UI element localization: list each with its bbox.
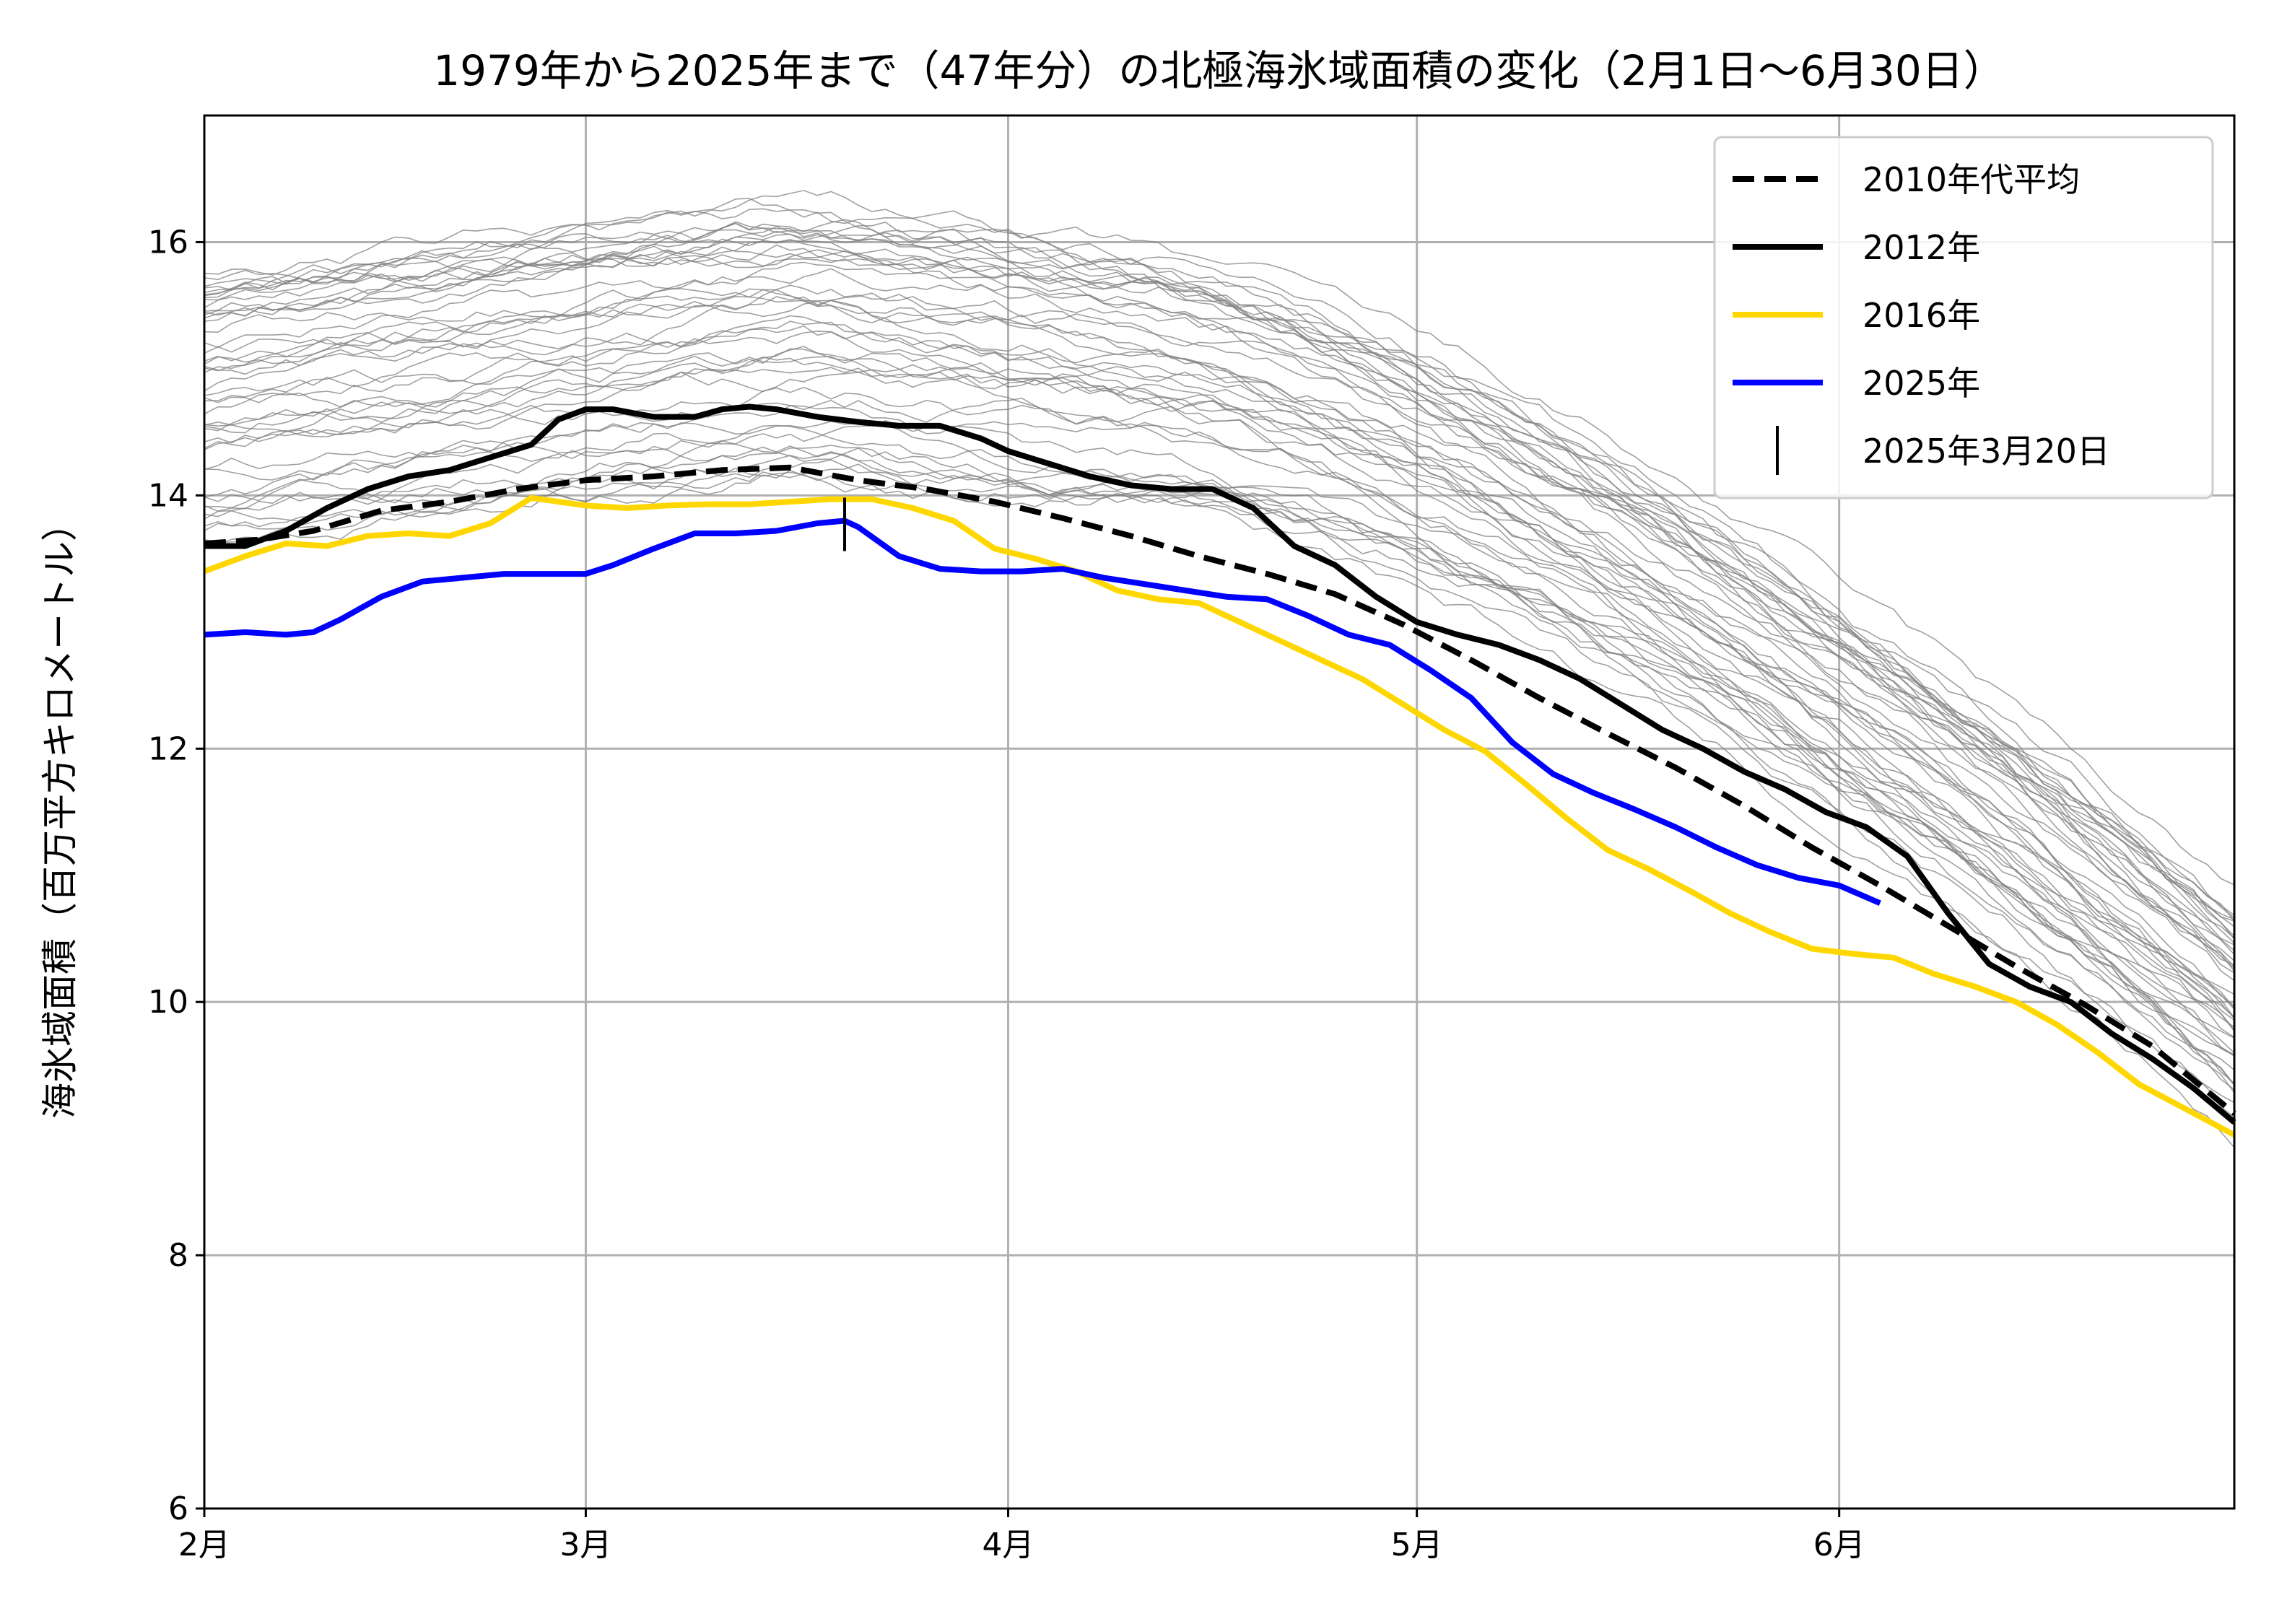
background-year-line (204, 463, 2235, 1091)
background-year-line (204, 386, 2235, 1039)
y-tick-label: 10 (148, 984, 188, 1021)
background-year-line (204, 244, 2235, 974)
y-axis-label: 海氷域面積（百万平方キロメートル） (39, 505, 81, 1119)
legend-label: 2025年 (1863, 364, 1980, 403)
series-line-2025年 (204, 518, 1881, 906)
chart-title: 1979年から2025年まで（47年分）の北極海氷域面積の変化（2月1日〜6月3… (433, 46, 2005, 95)
series-line-2012年 (204, 403, 2236, 1125)
background-year-line (204, 440, 2235, 1118)
background-year-line (204, 296, 2235, 982)
legend-label: 2016年 (1863, 296, 1980, 335)
background-year-line (204, 445, 2235, 1086)
x-tick-label: 4月 (982, 1527, 1034, 1563)
background-year-line (204, 227, 2235, 943)
background-year-line (204, 356, 2235, 1019)
background-year-line (204, 325, 2235, 1028)
series-line-2016年 (203, 494, 2236, 1138)
background-year-line (204, 467, 2235, 1057)
y-tick-label: 14 (148, 477, 188, 514)
legend-label: 2025年3月20日 (1863, 432, 2110, 471)
background-year-line (204, 331, 2235, 1021)
x-tick-label: 6月 (1813, 1527, 1865, 1563)
legend-box (1713, 136, 2214, 499)
y-tick-label: 16 (148, 224, 188, 261)
background-year-line (204, 208, 2235, 886)
background-year-line (204, 424, 2235, 1093)
background-year-line (204, 238, 2235, 916)
x-tick-label: 5月 (1391, 1527, 1443, 1563)
legend-label: 2012年 (1863, 228, 1980, 267)
background-year-line (204, 219, 2235, 922)
background-year-line (204, 246, 2235, 969)
plot-area-frame (203, 114, 2236, 1510)
y-tick-label: 12 (148, 730, 188, 767)
background-year-line (204, 424, 2235, 1084)
x-tick-label: 2月 (178, 1527, 230, 1563)
background-year-line (204, 352, 2235, 995)
y-tick-label: 6 (168, 1490, 188, 1527)
x-tick-label: 3月 (559, 1527, 611, 1563)
background-year-line (204, 397, 2235, 1032)
background-year-line (204, 459, 2235, 1054)
background-year-line (204, 371, 2235, 1056)
background-year-line (204, 249, 2235, 919)
background-year-line (204, 240, 2235, 927)
background-year-line (204, 320, 2235, 1007)
background-year-line (204, 451, 2235, 1148)
y-tick-label: 8 (168, 1237, 188, 1274)
background-year-line (204, 284, 2235, 1031)
axis-ticks: 6 8 10 12 14 16 2月 3月 4月 5月 6月 (148, 224, 1865, 1563)
background-year-line (204, 348, 2235, 1009)
highlight-series (203, 403, 2236, 1138)
series-line-2010s-average (204, 464, 2236, 1116)
background-year-line (204, 197, 2235, 951)
background-year-line (204, 419, 2235, 1104)
background-year-line (204, 245, 2235, 946)
background-year-line (204, 221, 2235, 968)
background-year-lines (204, 190, 2235, 1148)
background-year-line (204, 300, 2235, 940)
chart-legend: 2010年代平均 2012年 2016年 2025年 2025年3月20日 (1713, 136, 2214, 499)
legend-label: 2010年代平均 (1863, 160, 2080, 199)
